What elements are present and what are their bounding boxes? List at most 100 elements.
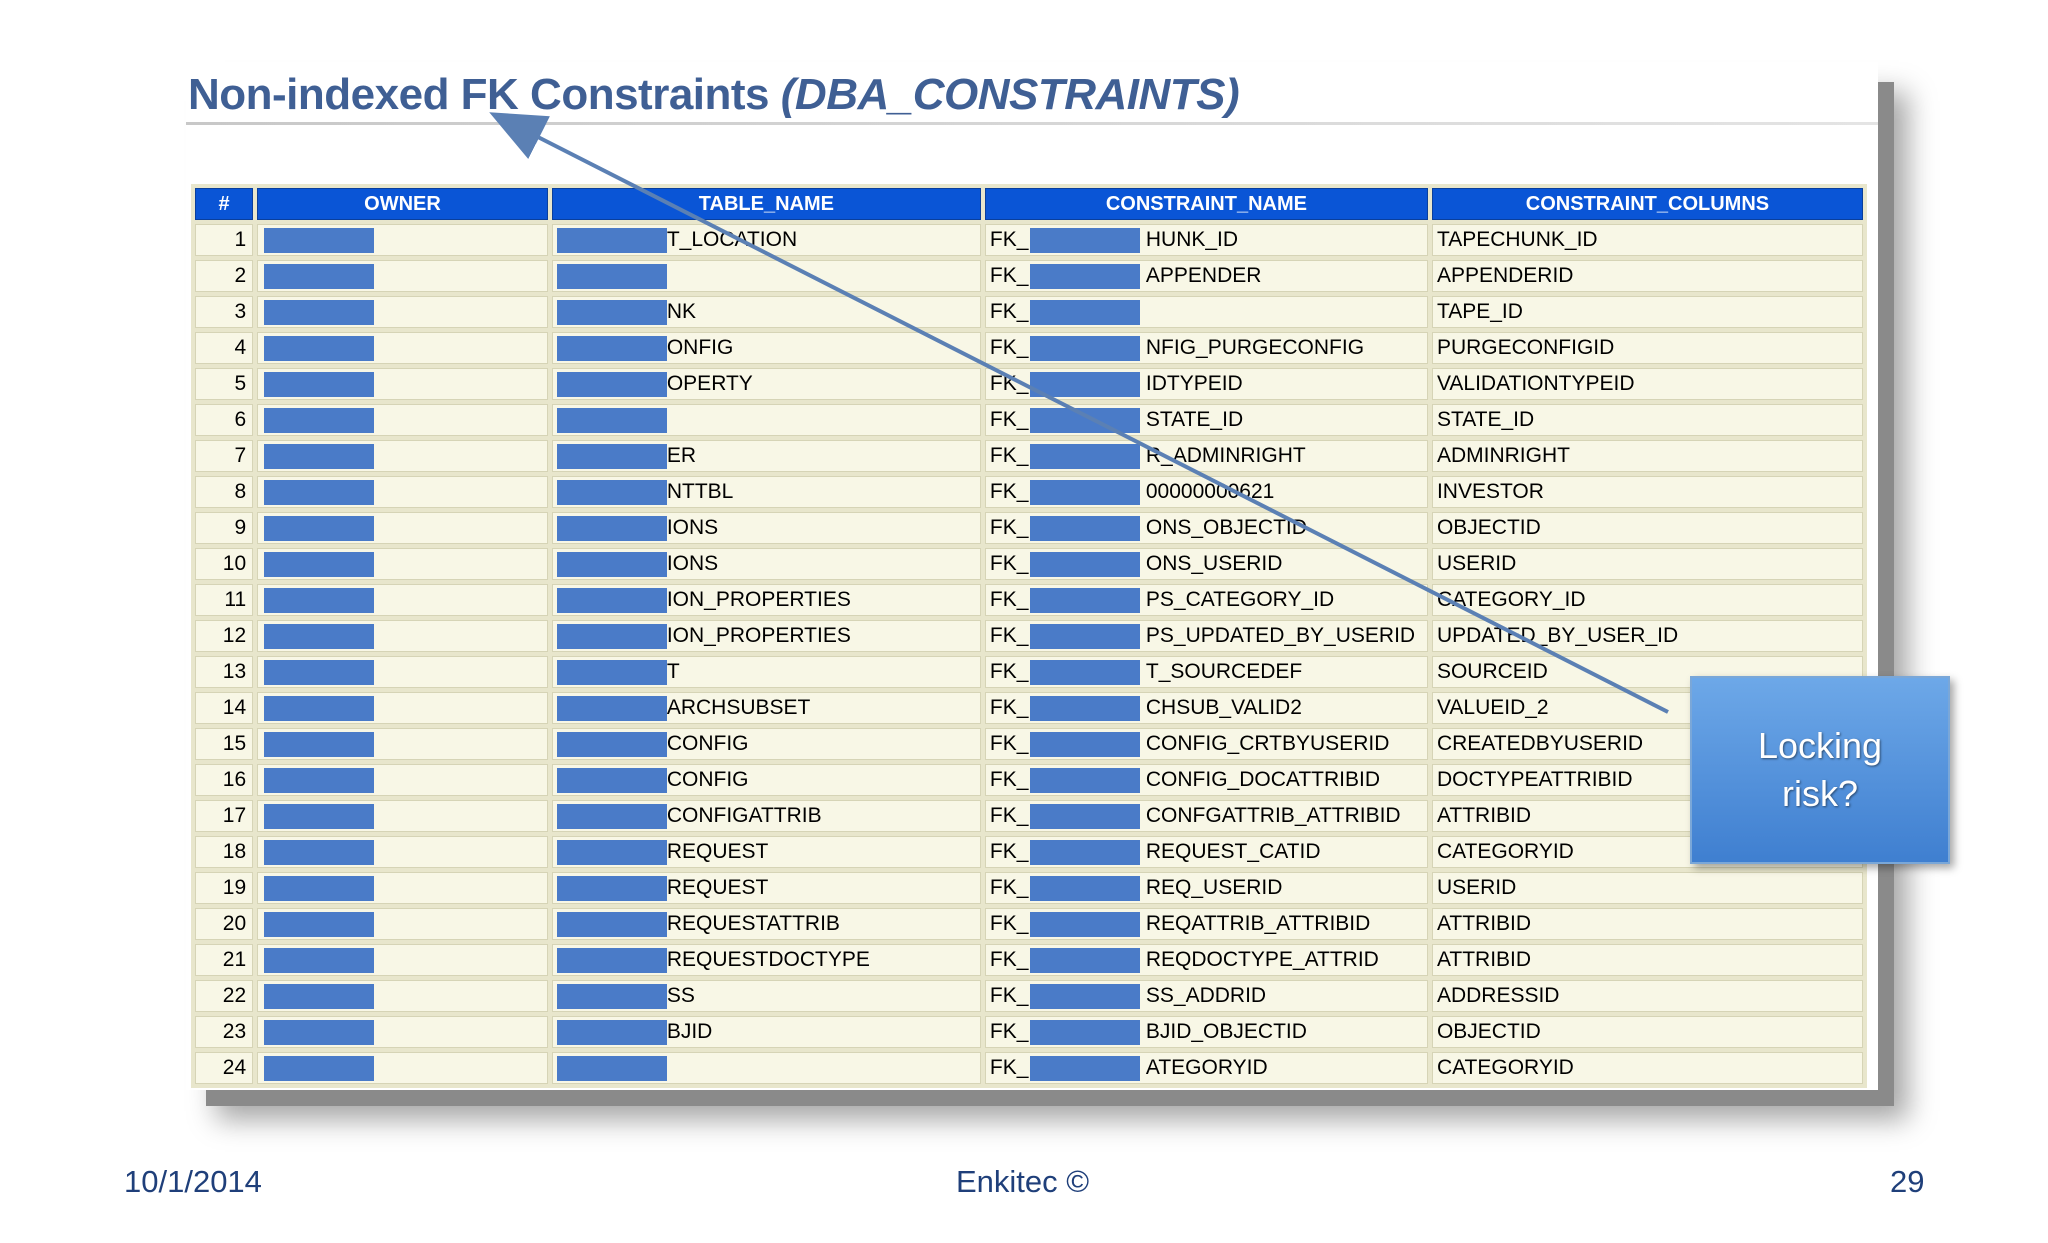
cell-constraint-name: FK_ T_SOURCEDEF bbox=[984, 656, 1428, 688]
redaction-block bbox=[1029, 912, 1140, 937]
table-row[interactable]: 20 REQUESTATTRIB FK_ REQATTRIB_ATTRIBID ATTR… bbox=[195, 908, 1863, 940]
row-number: 7 bbox=[234, 444, 247, 467]
table-row[interactable]: 16 CONFIG FK_ CONFIG_DOCATTRIBID DOCTYPEATTR… bbox=[195, 764, 1863, 796]
cell-owner bbox=[257, 1016, 548, 1048]
cell-constraint-name: FK_ IDTYPEID bbox=[984, 368, 1428, 400]
cell-owner bbox=[257, 620, 548, 652]
table-row[interactable]: 5 OPERTY FK_ IDTYPEID VALIDATIONTYPEID bbox=[195, 368, 1863, 400]
cell-num: 23 bbox=[195, 1016, 254, 1048]
table-row[interactable]: 14 ARCHSUBSET FK_ CHSUB_VALID2 VALUEID_2 bbox=[195, 692, 1863, 724]
table-row[interactable]: 1 T_LOCATION FK_ HUNK_ID TAPECHUNK_ID bbox=[195, 224, 1863, 256]
table-row[interactable]: 23 BJID FK_ BJID_OBJECTID OBJECTID bbox=[195, 1016, 1863, 1048]
cell-owner bbox=[257, 548, 548, 580]
cell-num: 15 bbox=[195, 728, 254, 760]
table-name-value: T bbox=[666, 660, 680, 683]
constraint-name-value: CONFGATTRIB_ATTRIBID bbox=[1145, 804, 1401, 827]
redaction-block bbox=[556, 840, 667, 865]
cell-table-name: ION_PROPERTIES bbox=[551, 620, 981, 652]
constraint-columns-value: UPDATED_BY_USER_ID bbox=[1436, 624, 1679, 647]
constraint-prefix: FK_ bbox=[989, 336, 1029, 359]
cell-num: 17 bbox=[195, 800, 254, 832]
cell-constraint-name: FK_ SS_ADDRID bbox=[984, 980, 1428, 1012]
cell-constraint-name: FK_ NFIG_PURGECONFIG bbox=[984, 332, 1428, 364]
table-row[interactable]: 12 ION_PROPERTIES FK_ PS_UPDATED_BY_USERID U… bbox=[195, 620, 1863, 652]
col-header-num[interactable]: # bbox=[195, 188, 254, 220]
constraint-columns-value: OBJECTID bbox=[1436, 1020, 1541, 1043]
table-row[interactable]: 24 FK_ ATEGORYID CATEGORYID bbox=[195, 1052, 1863, 1084]
table-name-value: ARCHSUBSET bbox=[666, 696, 811, 719]
col-header-table-name[interactable]: TABLE_NAME bbox=[551, 188, 981, 220]
table-row[interactable]: 13 T FK_ T_SOURCEDEF SOURCEID bbox=[195, 656, 1863, 688]
cell-constraint-name: FK_ HUNK_ID bbox=[984, 224, 1428, 256]
cell-num: 5 bbox=[195, 368, 254, 400]
redaction-block bbox=[556, 444, 667, 469]
cell-constraint-columns: VALIDATIONTYPEID bbox=[1431, 368, 1863, 400]
redaction-block bbox=[1029, 948, 1140, 973]
cell-constraint-columns: USERID bbox=[1431, 548, 1863, 580]
cell-owner bbox=[257, 908, 548, 940]
constraint-prefix: FK_ bbox=[989, 228, 1029, 251]
table-name-value: BJID bbox=[666, 1020, 713, 1043]
redaction-block bbox=[556, 552, 667, 577]
cell-owner bbox=[257, 692, 548, 724]
title-divider bbox=[186, 122, 1878, 125]
table-row[interactable]: 9 IONS FK_ ONS_OBJECTID OBJECTID bbox=[195, 512, 1863, 544]
constraint-prefix: FK_ bbox=[989, 732, 1029, 755]
constraint-columns-value: CREATEDBYUSERID bbox=[1436, 732, 1644, 755]
cell-constraint-name: FK_ 00000000621 bbox=[984, 476, 1428, 508]
col-header-owner[interactable]: OWNER bbox=[257, 188, 548, 220]
constraint-prefix: FK_ bbox=[989, 876, 1029, 899]
cell-num: 2 bbox=[195, 260, 254, 292]
table-row[interactable]: 22 SS FK_ SS_ADDRID ADDRESSID bbox=[195, 980, 1863, 1012]
redaction-block bbox=[264, 300, 375, 325]
cell-num: 22 bbox=[195, 980, 254, 1012]
cell-constraint-name: FK_ ONS_USERID bbox=[984, 548, 1428, 580]
table-row[interactable]: 10 IONS FK_ ONS_USERID USERID bbox=[195, 548, 1863, 580]
cell-constraint-name: FK_ PS_CATEGORY_ID bbox=[984, 584, 1428, 616]
redaction-block bbox=[1029, 480, 1140, 505]
table-row[interactable]: 8 NTTBL FK_ 00000000621 INVESTOR bbox=[195, 476, 1863, 508]
table-row[interactable]: 7 ER FK_ R_ADMINRIGHT ADMINRIGHT bbox=[195, 440, 1863, 472]
constraint-columns-value: ATTRIBID bbox=[1436, 912, 1532, 935]
table-row[interactable]: 18 REQUEST FK_ REQUEST_CATID CATEGORYID bbox=[195, 836, 1863, 868]
row-number: 17 bbox=[222, 804, 247, 827]
table-row[interactable]: 19 REQUEST FK_ REQ_USERID USERID bbox=[195, 872, 1863, 904]
table-row[interactable]: 6 FK_ STATE_ID STATE_ID bbox=[195, 404, 1863, 436]
cell-owner bbox=[257, 332, 548, 364]
table-row[interactable]: 3 NK FK_ TAPE_ID bbox=[195, 296, 1863, 328]
redaction-block bbox=[556, 300, 667, 325]
redaction-block bbox=[556, 264, 667, 289]
cell-constraint-name: FK_ REQATTRIB_ATTRIBID bbox=[984, 908, 1428, 940]
cell-table-name: BJID bbox=[551, 1016, 981, 1048]
cell-owner bbox=[257, 296, 548, 328]
cell-constraint-columns: ATTRIBID bbox=[1431, 944, 1863, 976]
redaction-block bbox=[556, 912, 667, 937]
cell-owner bbox=[257, 260, 548, 292]
row-number: 13 bbox=[222, 660, 247, 683]
redaction-block bbox=[264, 588, 375, 613]
table-row[interactable]: 15 CONFIG FK_ CONFIG_CRTBYUSERID CREATEDBYUS… bbox=[195, 728, 1863, 760]
redaction-block bbox=[556, 408, 667, 433]
cell-table-name: T bbox=[551, 656, 981, 688]
table-row[interactable]: 4 ONFIG FK_ NFIG_PURGECONFIG PURGECONFIGID bbox=[195, 332, 1863, 364]
cell-table-name: ARCHSUBSET bbox=[551, 692, 981, 724]
table-row[interactable]: 17 CONFIGATTRIB FK_ CONFGATTRIB_ATTRIBID ATT… bbox=[195, 800, 1863, 832]
cell-owner bbox=[257, 584, 548, 616]
col-header-constraint-name[interactable]: CONSTRAINT_NAME bbox=[984, 188, 1428, 220]
table-row[interactable]: 2 FK_ APPENDER APPENDERID bbox=[195, 260, 1863, 292]
constraint-name-value: REQUEST_CATID bbox=[1145, 840, 1321, 863]
col-header-constraint-columns[interactable]: CONSTRAINT_COLUMNS bbox=[1431, 188, 1863, 220]
cell-owner bbox=[257, 944, 548, 976]
cell-owner bbox=[257, 404, 548, 436]
row-number: 22 bbox=[222, 984, 247, 1007]
row-number: 1 bbox=[234, 228, 247, 251]
table-row[interactable]: 11 ION_PROPERTIES FK_ PS_CATEGORY_ID CATEGOR… bbox=[195, 584, 1863, 616]
table-row[interactable]: 21 REQUESTDOCTYPE FK_ REQDOCTYPE_ATTRID ATTR… bbox=[195, 944, 1863, 976]
redaction-block bbox=[264, 1056, 375, 1081]
constraint-prefix: FK_ bbox=[989, 588, 1029, 611]
header-row: # OWNER TABLE_NAME CONSTRAINT_NAME CONST… bbox=[195, 188, 1863, 220]
cell-constraint-columns: APPENDERID bbox=[1431, 260, 1863, 292]
constraint-columns-value: VALUEID_2 bbox=[1436, 696, 1549, 719]
redaction-block bbox=[264, 264, 375, 289]
row-number: 15 bbox=[222, 732, 247, 755]
